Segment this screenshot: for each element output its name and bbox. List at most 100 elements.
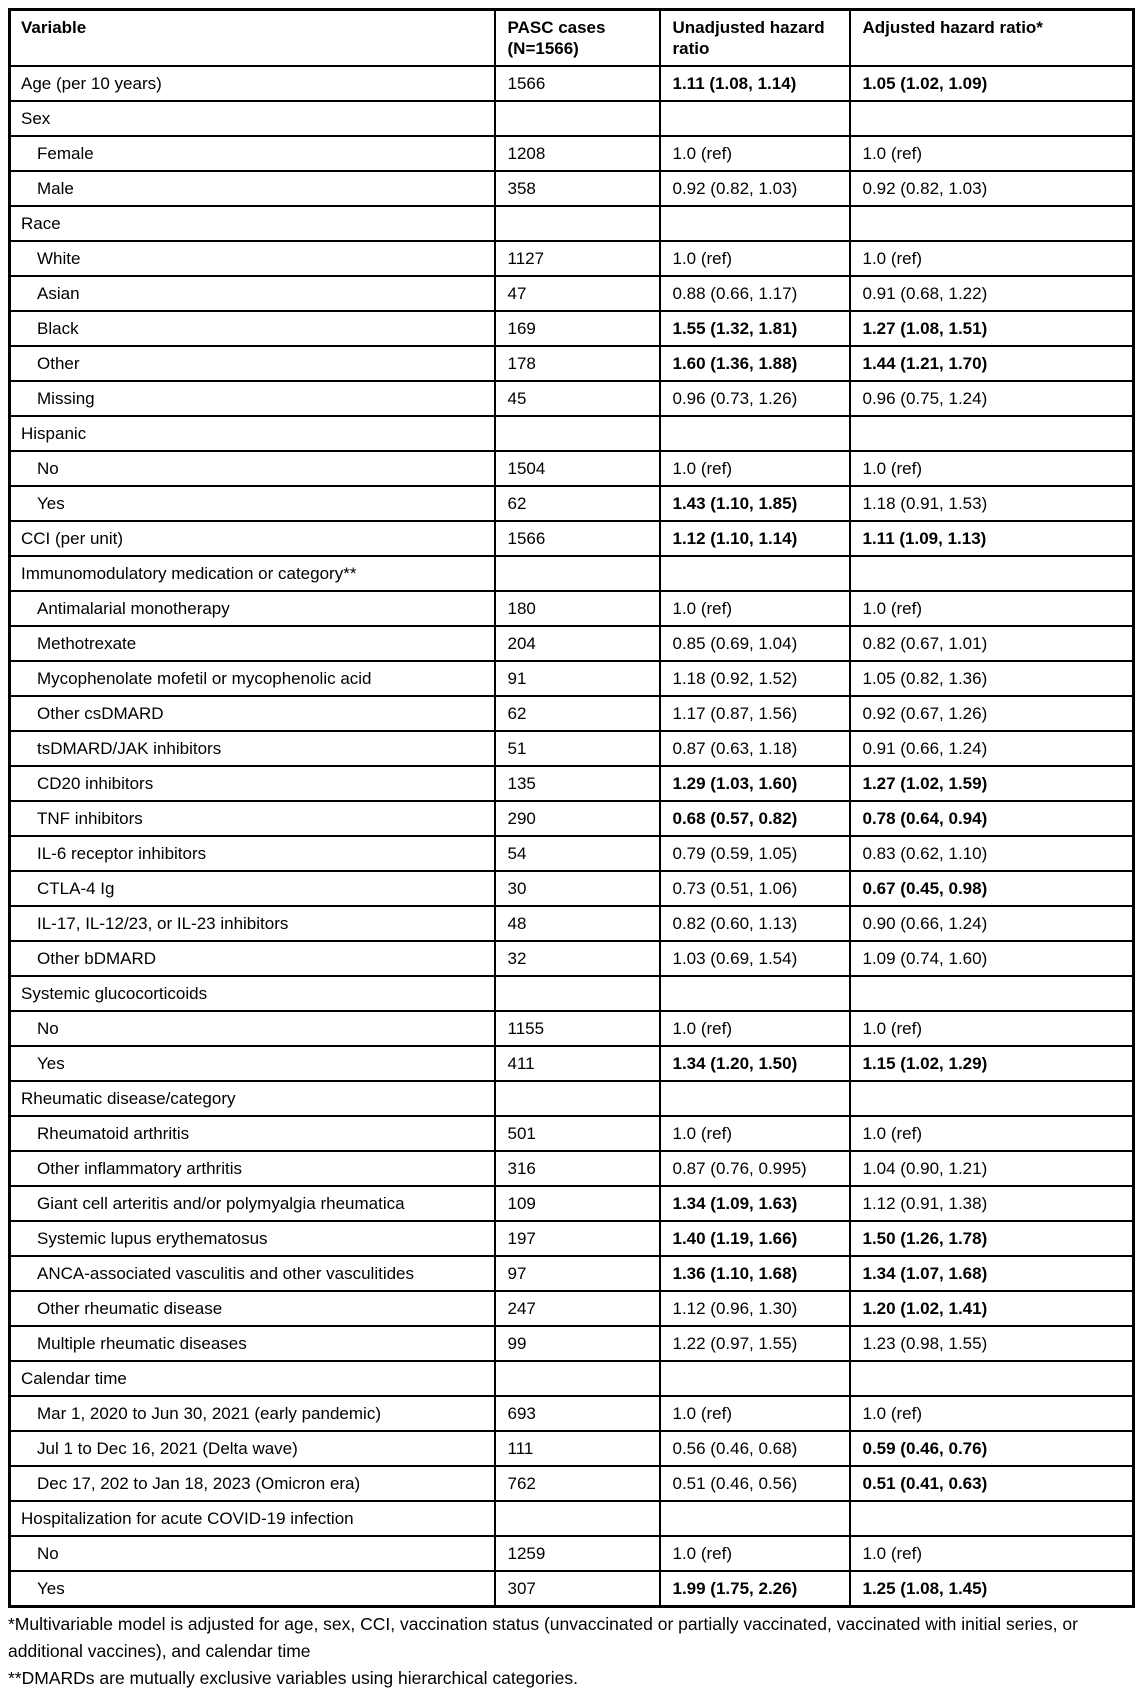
pasc-cases-cell: 47: [493, 275, 661, 312]
variable-cell: Other inflammatory arthritis: [8, 1150, 496, 1187]
adjusted-hr-cell: 1.27 (1.08, 1.51): [848, 310, 1135, 347]
unadjusted-hr-cell: 1.0 (ref): [658, 135, 851, 172]
footnotes: *Multivariable model is adjusted for age…: [8, 1611, 1132, 1692]
pasc-cases-cell: 762: [493, 1465, 661, 1502]
pasc-cases-cell: 32: [493, 940, 661, 977]
variable-cell: White: [8, 240, 496, 277]
variable-cell: Jul 1 to Dec 16, 2021 (Delta wave): [8, 1430, 496, 1467]
unadjusted-hr-cell: 0.82 (0.60, 1.13): [658, 905, 851, 942]
unadjusted-hr-cell: 0.56 (0.46, 0.68): [658, 1430, 851, 1467]
table-row: IL-6 receptor inhibitors 54 0.79 (0.59, 1.…: [8, 835, 1135, 872]
table-row: Rheumatoid arthritis 501 1.0 (ref) 1.0 (ref…: [8, 1115, 1135, 1152]
table-row: No 1155 1.0 (ref) 1.0 (ref): [8, 1010, 1135, 1047]
pasc-cases-cell: 693: [493, 1395, 661, 1432]
variable-cell: Race: [8, 205, 496, 242]
table-row: Systemic glucocorticoids: [8, 975, 1135, 1012]
variable-cell: Yes: [8, 485, 496, 522]
pasc-cases-cell: 180: [493, 590, 661, 627]
unadjusted-hr-cell: 1.12 (0.96, 1.30): [658, 1290, 851, 1327]
table-row: Dec 17, 202 to Jan 18, 2023 (Omicron era…: [8, 1465, 1135, 1502]
pasc-cases-cell: 135: [493, 765, 661, 802]
variable-cell: Hispanic: [8, 415, 496, 452]
header-adjusted-hr: Adjusted hazard ratio*: [848, 8, 1135, 67]
table-row: Hispanic: [8, 415, 1135, 452]
hazard-ratio-table: Variable PASC cases (N=1566) Unadjusted …: [8, 8, 1135, 1608]
variable-cell: Asian: [8, 275, 496, 312]
unadjusted-hr-cell: 1.0 (ref): [658, 1395, 851, 1432]
unadjusted-hr-cell: 1.0 (ref): [658, 1010, 851, 1047]
unadjusted-hr-cell: [658, 205, 851, 242]
variable-cell: IL-17, IL-12/23, or IL-23 inhibitors: [8, 905, 496, 942]
variable-cell: Dec 17, 202 to Jan 18, 2023 (Omicron era…: [8, 1465, 496, 1502]
table-row: CCI (per unit) 1566 1.12 (1.10, 1.14) 1.11 …: [8, 520, 1135, 557]
unadjusted-hr-cell: 0.87 (0.76, 0.995): [658, 1150, 851, 1187]
adjusted-hr-cell: 1.04 (0.90, 1.21): [848, 1150, 1135, 1187]
table-row: No 1259 1.0 (ref) 1.0 (ref): [8, 1535, 1135, 1572]
adjusted-hr-cell: [848, 205, 1135, 242]
unadjusted-hr-cell: 0.51 (0.46, 0.56): [658, 1465, 851, 1502]
pasc-cases-cell: [493, 205, 661, 242]
unadjusted-hr-cell: 1.0 (ref): [658, 240, 851, 277]
adjusted-hr-cell: 0.91 (0.68, 1.22): [848, 275, 1135, 312]
footnote-dmards: **DMARDs are mutually exclusive variable…: [8, 1668, 578, 1688]
table-row: Hospitalization for acute COVID-19 infec…: [8, 1500, 1135, 1537]
unadjusted-hr-cell: [658, 100, 851, 137]
pasc-cases-cell: 91: [493, 660, 661, 697]
pasc-cases-cell: [493, 1360, 661, 1397]
pasc-cases-cell: 1155: [493, 1010, 661, 1047]
variable-cell: Yes: [8, 1570, 496, 1608]
pasc-cases-cell: [493, 555, 661, 592]
adjusted-hr-cell: 1.0 (ref): [848, 1535, 1135, 1572]
variable-cell: Methotrexate: [8, 625, 496, 662]
adjusted-hr-cell: 1.0 (ref): [848, 590, 1135, 627]
unadjusted-hr-cell: [658, 555, 851, 592]
variable-cell: No: [8, 1010, 496, 1047]
pasc-cases-cell: 111: [493, 1430, 661, 1467]
table-header: Variable PASC cases (N=1566) Unadjusted …: [8, 8, 1135, 67]
adjusted-hr-cell: [848, 1360, 1135, 1397]
unadjusted-hr-cell: 0.85 (0.69, 1.04): [658, 625, 851, 662]
table-row: Female 1208 1.0 (ref) 1.0 (ref): [8, 135, 1135, 172]
table-row: CTLA-4 Ig 30 0.73 (0.51, 1.06) 0.67 (0.45, …: [8, 870, 1135, 907]
pasc-cases-cell: [493, 1500, 661, 1537]
unadjusted-hr-cell: 1.22 (0.97, 1.55): [658, 1325, 851, 1362]
pasc-cases-cell: 1259: [493, 1535, 661, 1572]
pasc-cases-cell: 97: [493, 1255, 661, 1292]
table-body: Age (per 10 years) 1566 1.11 (1.08, 1.14) 1…: [8, 65, 1135, 1608]
variable-cell: Sex: [8, 100, 496, 137]
table-row: TNF inhibitors 290 0.68 (0.57, 0.82) 0.78 (…: [8, 800, 1135, 837]
adjusted-hr-cell: 1.11 (1.09, 1.13): [848, 520, 1135, 557]
adjusted-hr-cell: [848, 555, 1135, 592]
unadjusted-hr-cell: [658, 415, 851, 452]
unadjusted-hr-cell: [658, 1360, 851, 1397]
variable-cell: Antimalarial monotherapy: [8, 590, 496, 627]
adjusted-hr-cell: 0.78 (0.64, 0.94): [848, 800, 1135, 837]
unadjusted-hr-cell: 1.34 (1.20, 1.50): [658, 1045, 851, 1082]
pasc-cases-cell: 48: [493, 905, 661, 942]
unadjusted-hr-cell: 0.92 (0.82, 1.03): [658, 170, 851, 207]
variable-cell: Calendar time: [8, 1360, 496, 1397]
adjusted-hr-cell: 0.92 (0.67, 1.26): [848, 695, 1135, 732]
variable-cell: IL-6 receptor inhibitors: [8, 835, 496, 872]
table-row: Sex: [8, 100, 1135, 137]
header-pasc-cases: PASC cases (N=1566): [493, 8, 661, 67]
pasc-cases-cell: 290: [493, 800, 661, 837]
adjusted-hr-cell: [848, 1080, 1135, 1117]
pasc-cases-cell: 1566: [493, 65, 661, 102]
pasc-cases-cell: 51: [493, 730, 661, 767]
unadjusted-hr-cell: [658, 975, 851, 1012]
adjusted-hr-cell: 0.51 (0.41, 0.63): [848, 1465, 1135, 1502]
unadjusted-hr-cell: 0.96 (0.73, 1.26): [658, 380, 851, 417]
unadjusted-hr-cell: 1.0 (ref): [658, 450, 851, 487]
adjusted-hr-cell: 1.44 (1.21, 1.70): [848, 345, 1135, 382]
pasc-cases-cell: 54: [493, 835, 661, 872]
unadjusted-hr-cell: 1.03 (0.69, 1.54): [658, 940, 851, 977]
adjusted-hr-cell: 0.82 (0.67, 1.01): [848, 625, 1135, 662]
adjusted-hr-cell: 1.12 (0.91, 1.38): [848, 1185, 1135, 1222]
unadjusted-hr-cell: 1.0 (ref): [658, 590, 851, 627]
adjusted-hr-cell: 0.59 (0.46, 0.76): [848, 1430, 1135, 1467]
variable-cell: Immunomodulatory medication or category*…: [8, 555, 496, 592]
adjusted-hr-cell: [848, 1500, 1135, 1537]
header-unadjusted-hr: Unadjusted hazard ratio: [658, 8, 851, 67]
